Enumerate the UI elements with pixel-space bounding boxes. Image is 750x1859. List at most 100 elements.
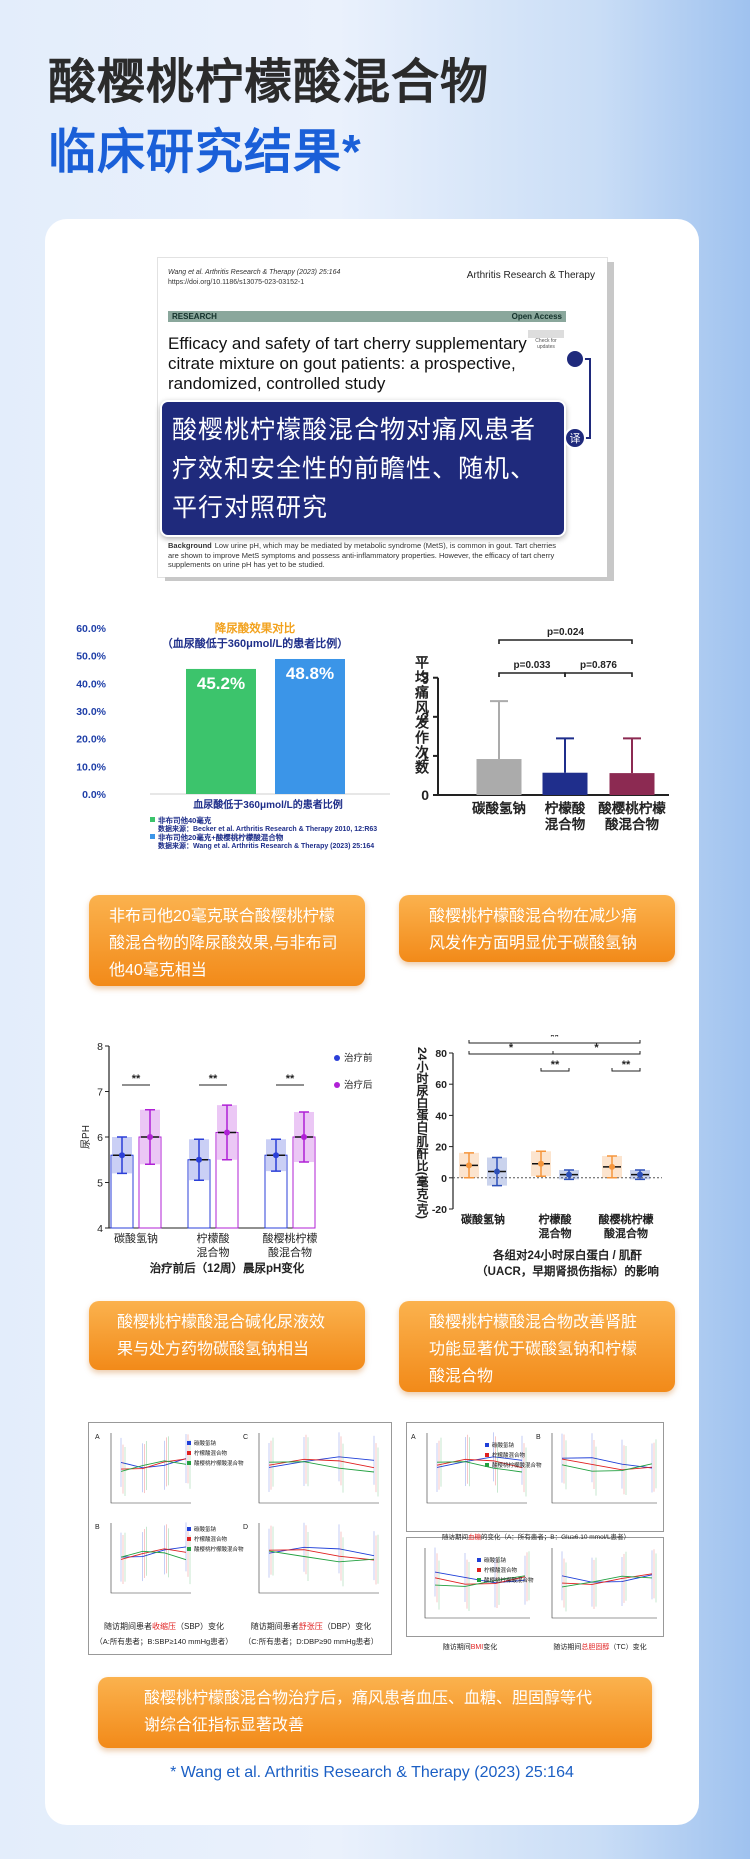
paper-citation-block: Wang et al. Arthritis Research & Therapy…: [168, 268, 340, 288]
y-tick-label: 60.0%: [76, 623, 106, 635]
figure-caption: 随访期间血糖的变化（A：所有患者；B：Glu≥6.10 mmol/L患者）: [442, 1532, 630, 1541]
caption-part: 的变化（A：所有患者；B：Glu≥6.10 mmol/L患者）: [481, 1532, 630, 1541]
y-tick-label: 30.0%: [76, 706, 106, 718]
mean-dot: [273, 1152, 279, 1159]
figure-legend-swatch: [485, 1463, 489, 1467]
significance-bracket: [498, 639, 633, 644]
y-tick-label: 40.0%: [76, 678, 106, 690]
significance-bracket: [468, 1040, 641, 1044]
callout: 酸樱桃柠檬酸混合物在减少痛风发作方面明显优于碳酸氢钠: [399, 895, 675, 962]
page-subtitle: 临床研究结果*: [48, 126, 362, 179]
y-tick-label: 5: [97, 1178, 103, 1190]
panel-line: [268, 1549, 375, 1561]
x-tick-label: 碳酸氢钠: [461, 1212, 505, 1226]
figure-legend-label: 碳酸氢钠: [492, 1441, 515, 1449]
page-title: 酸樱桃柠檬酸混合物: [48, 56, 490, 109]
mean-dot: [609, 1163, 615, 1170]
mean-dot: [147, 1134, 153, 1140]
panel-axes: [551, 1433, 657, 1504]
figure-legend-swatch: [187, 1461, 191, 1465]
panel-line: [268, 1456, 375, 1468]
significance-bracket: [540, 1068, 570, 1072]
figure-legend-swatch: [477, 1558, 481, 1562]
marker-line: [584, 358, 591, 439]
figure-legend-label: 柠檬酸混合物: [194, 1449, 228, 1457]
panel-line: [120, 1458, 187, 1469]
bar: [275, 658, 345, 794]
error-bar: [556, 737, 574, 773]
caption-part: （DBP）变化: [323, 1621, 371, 1631]
bar: [476, 759, 522, 795]
figure-legend-label: 柠檬酸混合物: [492, 1451, 526, 1459]
figure-legend-label: 酸樱桃柠檬酸混合物: [484, 1576, 534, 1584]
x-tick-label: 柠檬酸混合物: [545, 800, 586, 832]
bar: [542, 772, 588, 795]
mean-dot: [119, 1152, 125, 1159]
paper-access: Open Access: [511, 312, 562, 321]
significance-bracket: [564, 672, 633, 677]
y-tick-label: 2: [421, 709, 429, 725]
figure-legend-label: 柠檬酸混合物: [484, 1566, 518, 1574]
panel-line: [120, 1460, 187, 1472]
y-tick-label: 0: [441, 1173, 447, 1185]
chart-subtitle: （血尿酸低于360μmol/L的患者比例）: [162, 636, 348, 650]
y-tick-label: 6: [97, 1132, 103, 1144]
abstract-text: Low urine pH, which may be mediated by m…: [168, 541, 557, 569]
caption-part: 变化: [483, 1642, 497, 1651]
legend-label: 非布司他20毫克+酸樱桃柠檬酸混合物: [158, 832, 284, 842]
y-tick-label: 7: [97, 1087, 103, 1099]
x-axis-label: 血尿酸低于360μmol/L的患者比例: [193, 798, 342, 811]
y-tick-label: 80: [435, 1048, 447, 1060]
mean-dot: [466, 1162, 472, 1169]
y-tick-label: 3: [421, 670, 429, 686]
figure-legend-label: 酸樱桃柠檬酸混合物: [492, 1461, 542, 1469]
panel-letter: D: [243, 1524, 248, 1531]
significance-label: **: [132, 1073, 141, 1085]
panel-line: [436, 1456, 523, 1468]
panel-line: [268, 1546, 375, 1557]
summary-callout: 酸樱桃柠檬酸混合物治疗后，痛风患者血压、血糖、胆固醇等代谢综合征指标显著改善: [98, 1677, 652, 1748]
callout: 酸樱桃柠檬酸混合物改善肾脏功能显著优于碳酸氢钠和柠檬酸混合物: [399, 1301, 675, 1392]
y-tick-label: 50.0%: [76, 651, 106, 663]
panel-line: [120, 1458, 187, 1470]
caption-part: 随访期间: [443, 1642, 471, 1651]
significance-label: p=0.876: [580, 660, 617, 671]
legend-dot: [334, 1082, 340, 1088]
caption-part: 舒张压: [299, 1621, 323, 1631]
figure-captions: 随访期间血糖的变化（A：所有患者；B：Glu≥6.10 mmol/L患者） 随访期…: [442, 1532, 647, 1651]
update-badge: Check for updates: [528, 330, 564, 350]
y-tick-label: 0: [421, 787, 429, 803]
panel-line: [561, 1573, 653, 1585]
research-bar: RESEARCH Open Access: [168, 311, 566, 322]
figure-legend-label: 碳酸氢钠: [194, 1525, 217, 1533]
y-tick-label: 1: [421, 748, 429, 764]
x-tick-label: 酸樱桃柠檬酸混合物: [599, 1212, 654, 1240]
panel-line: [120, 1548, 187, 1560]
translate-icon: 译: [570, 432, 581, 445]
chart: -20 0 20 40 60 80 24小时尿白蛋白/肌酐比(毫克/克) 碳酸氢钠 柠檬酸混合物…: [415, 1035, 662, 1278]
caption-part: 随访期间患者: [104, 1621, 152, 1631]
significance-label: **: [622, 1059, 631, 1071]
figure-legend-swatch: [187, 1451, 191, 1455]
y-tick-label: 20.0%: [76, 734, 106, 746]
y-tick-label: 10.0%: [76, 761, 106, 773]
panel-axes: [551, 1548, 657, 1619]
paper-doi: https://doi.org/10.1186/s13075-023-03152…: [168, 279, 305, 286]
significance-label: *: [509, 1042, 514, 1054]
panel-line: [268, 1458, 375, 1469]
bp-figure: A B C D 碳酸氢钠 柠檬酸混合物 酸樱桃柠檬酸混合物 碳酸氢钠 柠檬酸混合物 酸樱桃柠檬酸混…: [88, 1422, 392, 1655]
y-tick-label: 60: [435, 1079, 447, 1091]
abstract-label: Background: [168, 541, 212, 550]
figure-legend-swatch: [477, 1568, 481, 1572]
bar-value-label: 45.2%: [197, 674, 245, 693]
panel-letter: B: [95, 1524, 100, 1531]
figure-legend-swatch: [187, 1537, 191, 1541]
bp-figure-svg: ABCD碳酸氢钠柠檬酸混合物酸樱桃柠檬酸混合物碳酸氢钠柠檬酸混合物酸樱桃柠檬酸混…: [95, 1432, 379, 1646]
translation-text: 酸樱桃柠檬酸混合物对痛风患者疗效和安全性的前瞻性、随机、平行对照研究: [172, 416, 537, 522]
figure-legend-swatch: [187, 1527, 191, 1531]
significance-bracket: [498, 672, 566, 677]
panel-line: [561, 1463, 653, 1472]
significance-label: **: [551, 1059, 560, 1071]
mean-dot: [637, 1171, 643, 1178]
